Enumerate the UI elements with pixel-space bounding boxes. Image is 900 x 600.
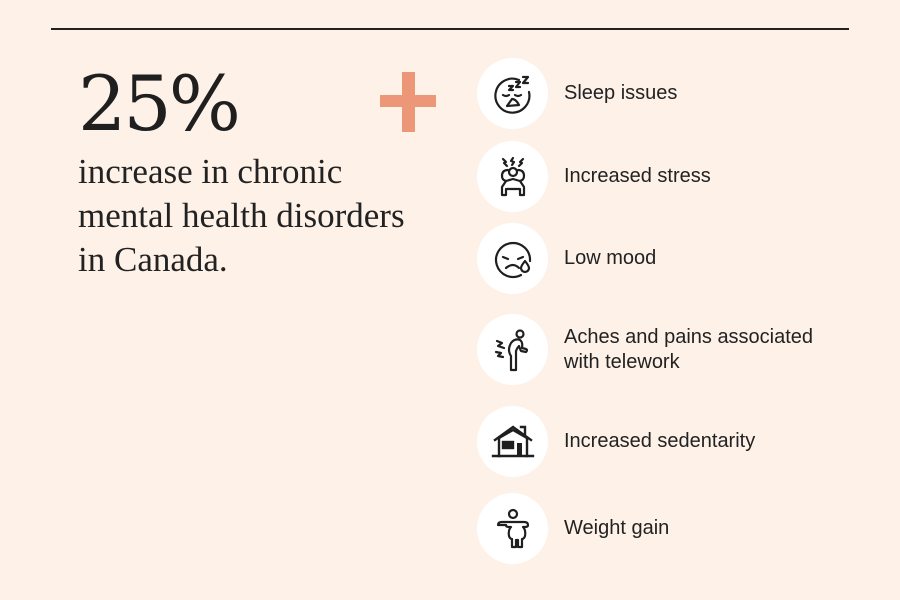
stressed-person-icon (477, 141, 548, 212)
factor-increased-stress: Increased stress (477, 141, 854, 212)
factor-sedentarity: Increased sedentarity (477, 406, 854, 477)
sleeping-face-icon (477, 58, 548, 129)
weight-gain-icon (477, 493, 548, 564)
factor-low-mood: Low mood (477, 223, 854, 294)
factor-weight-gain: Weight gain (477, 493, 854, 564)
factor-label: Increased sedentarity (564, 430, 756, 452)
factor-label: Sleep issues (564, 82, 678, 104)
top-divider (51, 28, 849, 30)
stat-description: increase in chronic mental health disord… (78, 152, 405, 279)
sad-face-icon (477, 223, 548, 294)
factor-label: Weight gain (564, 517, 670, 539)
back-pain-icon (477, 314, 548, 385)
house-icon (477, 406, 548, 477)
factor-label: Low mood (564, 247, 657, 269)
stat-number: 25% (78, 59, 241, 148)
factor-label: Aches and pains associated with telework (564, 325, 814, 373)
factor-sleep-issues: Sleep issues (477, 58, 854, 129)
plus-icon (380, 72, 436, 132)
factor-label: Increased stress (564, 165, 711, 187)
factor-aches-pains: Aches and pains associated with telework (477, 314, 854, 385)
